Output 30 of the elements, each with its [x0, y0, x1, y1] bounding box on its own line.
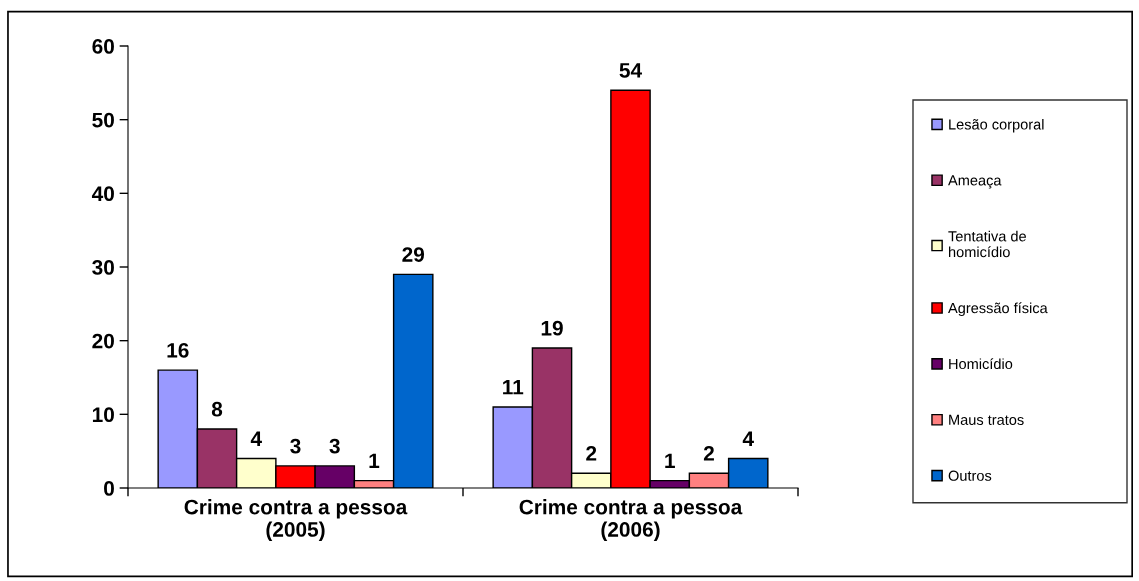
- x-tick-label: Crime contra a pessoa (2006): [519, 499, 743, 541]
- legend-label: Ameaça: [948, 175, 1002, 189]
- data-label: 4: [250, 431, 262, 446]
- data-label: 1: [369, 453, 380, 468]
- data-label: 8: [211, 401, 223, 417]
- data-label: 2: [586, 446, 597, 461]
- y-tick-label: 30: [92, 260, 114, 275]
- x-tick-label: Crime contra a pessoa (2005): [184, 499, 408, 541]
- data-label: 54: [619, 63, 642, 78]
- legend-label: Maus tratos: [949, 414, 1024, 425]
- legend-label: Lesão corporal: [949, 118, 1044, 133]
- legend-label: Outros: [948, 470, 992, 481]
- y-tick-label: 60: [92, 39, 114, 54]
- legend-label: Agressão física: [948, 302, 1048, 317]
- data-label: 29: [402, 247, 425, 262]
- data-label: 3: [290, 438, 301, 454]
- data-label: 16: [167, 342, 189, 358]
- y-tick-label: 0: [104, 481, 114, 496]
- y-tick-label: 10: [92, 407, 114, 423]
- data-label: 3: [329, 438, 340, 454]
- data-label: 11: [503, 379, 524, 395]
- y-tick-label: 20: [92, 333, 114, 349]
- y-tick-label: 50: [92, 112, 114, 128]
- data-label: 1: [665, 453, 675, 468]
- legend-label: Homicídio: [949, 358, 1013, 370]
- data-label: 19: [541, 320, 563, 336]
- legend-label: Tentativa de homicídio: [948, 230, 1026, 258]
- data-label: 2: [703, 446, 714, 461]
- data-label: 4: [742, 431, 754, 446]
- y-tick-label: 40: [91, 186, 114, 202]
